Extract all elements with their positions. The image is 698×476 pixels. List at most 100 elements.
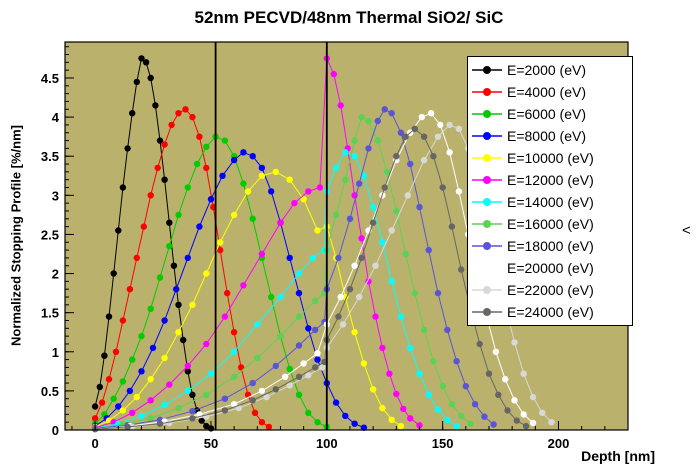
- data-point: [98, 399, 106, 406]
- y-tick-label: 1: [52, 345, 59, 360]
- series-e-8000-ev: [91, 149, 368, 431]
- data-point: [230, 156, 238, 164]
- side-glyph: <: [682, 222, 691, 239]
- legend-label: E=12000 (eV): [507, 172, 594, 188]
- data-point: [418, 113, 425, 121]
- legend-marker-icon: [472, 220, 502, 228]
- data-point: [258, 164, 266, 172]
- data-point: [434, 133, 442, 140]
- data-point: [154, 164, 161, 172]
- legend-marker-icon: [472, 66, 502, 74]
- data-point: [240, 180, 247, 187]
- data-point: [388, 227, 395, 234]
- data-point: [511, 397, 518, 404]
- data-point: [453, 422, 460, 430]
- data-point: [286, 382, 293, 389]
- data-point: [221, 313, 229, 320]
- data-point: [96, 383, 104, 391]
- data-point: [244, 188, 252, 195]
- series-e-6000-ev: [91, 133, 330, 431]
- legend-label: E=10000 (eV): [507, 150, 594, 166]
- data-point: [448, 223, 456, 230]
- data-point: [161, 141, 168, 148]
- data-point: [268, 293, 275, 301]
- data-point: [372, 313, 379, 320]
- data-point: [379, 344, 386, 352]
- data-point: [268, 188, 275, 195]
- data-point: [207, 370, 215, 377]
- data-point: [402, 133, 409, 140]
- data-point: [492, 348, 500, 355]
- data-point: [312, 326, 319, 334]
- data-point: [272, 386, 279, 393]
- data-point: [365, 145, 372, 152]
- data-point: [277, 219, 284, 226]
- data-point: [249, 215, 256, 222]
- data-point: [300, 360, 307, 367]
- data-point: [471, 401, 479, 408]
- data-point: [184, 254, 191, 262]
- data-point: [404, 192, 412, 199]
- data-point: [240, 149, 247, 156]
- data-point: [420, 326, 428, 334]
- data-point: [91, 403, 99, 410]
- data-point: [295, 270, 303, 277]
- data-point: [161, 354, 168, 362]
- legend-marker-icon: [472, 308, 502, 316]
- data-point: [105, 313, 113, 320]
- data-point: [388, 416, 395, 423]
- data-point: [335, 313, 342, 320]
- data-point: [230, 373, 238, 380]
- data-point: [448, 401, 456, 408]
- data-point: [425, 246, 432, 254]
- data-point: [221, 407, 229, 414]
- data-point: [402, 250, 409, 258]
- data-point: [142, 59, 150, 66]
- data-point: [481, 413, 488, 420]
- data-point: [277, 332, 284, 340]
- data-point: [286, 176, 293, 183]
- data-point: [189, 113, 196, 121]
- data-point: [277, 293, 284, 301]
- data-point: [258, 172, 266, 179]
- data-point: [407, 160, 414, 168]
- data-point: [129, 356, 136, 363]
- data-point: [351, 153, 358, 160]
- x-tick-label: 50: [204, 436, 218, 451]
- x-tick-label: 0: [92, 436, 99, 451]
- data-point: [196, 133, 203, 140]
- data-point: [133, 78, 140, 86]
- data-point: [147, 415, 154, 422]
- data-point: [166, 381, 173, 388]
- data-point: [356, 293, 363, 301]
- data-point: [332, 164, 340, 172]
- data-point: [291, 199, 298, 207]
- data-point: [455, 188, 463, 195]
- data-point: [147, 74, 154, 82]
- data-point: [485, 370, 493, 377]
- data-point: [138, 368, 145, 375]
- data-point: [203, 143, 210, 150]
- data-point: [305, 325, 312, 332]
- data-point: [411, 125, 418, 132]
- data-point: [502, 376, 509, 383]
- legend-item: E=20000 (eV): [468, 257, 632, 279]
- data-point: [124, 145, 131, 152]
- data-point: [140, 223, 147, 230]
- data-point: [393, 207, 400, 215]
- data-point: [217, 239, 224, 246]
- data-point: [312, 297, 319, 305]
- data-point: [358, 254, 365, 262]
- data-point: [305, 372, 312, 379]
- chart-title: 52nm PECVD/48nm Thermal SiO2/ SiC: [194, 8, 504, 27]
- data-point: [446, 149, 453, 156]
- data-point: [397, 129, 405, 136]
- legend-item: E=6000 (eV): [468, 103, 632, 125]
- data-point: [152, 102, 159, 109]
- data-point: [147, 397, 154, 404]
- data-point: [458, 266, 465, 273]
- data-point: [369, 203, 377, 211]
- data-point: [504, 407, 511, 414]
- data-point: [101, 352, 108, 359]
- data-point: [462, 383, 469, 390]
